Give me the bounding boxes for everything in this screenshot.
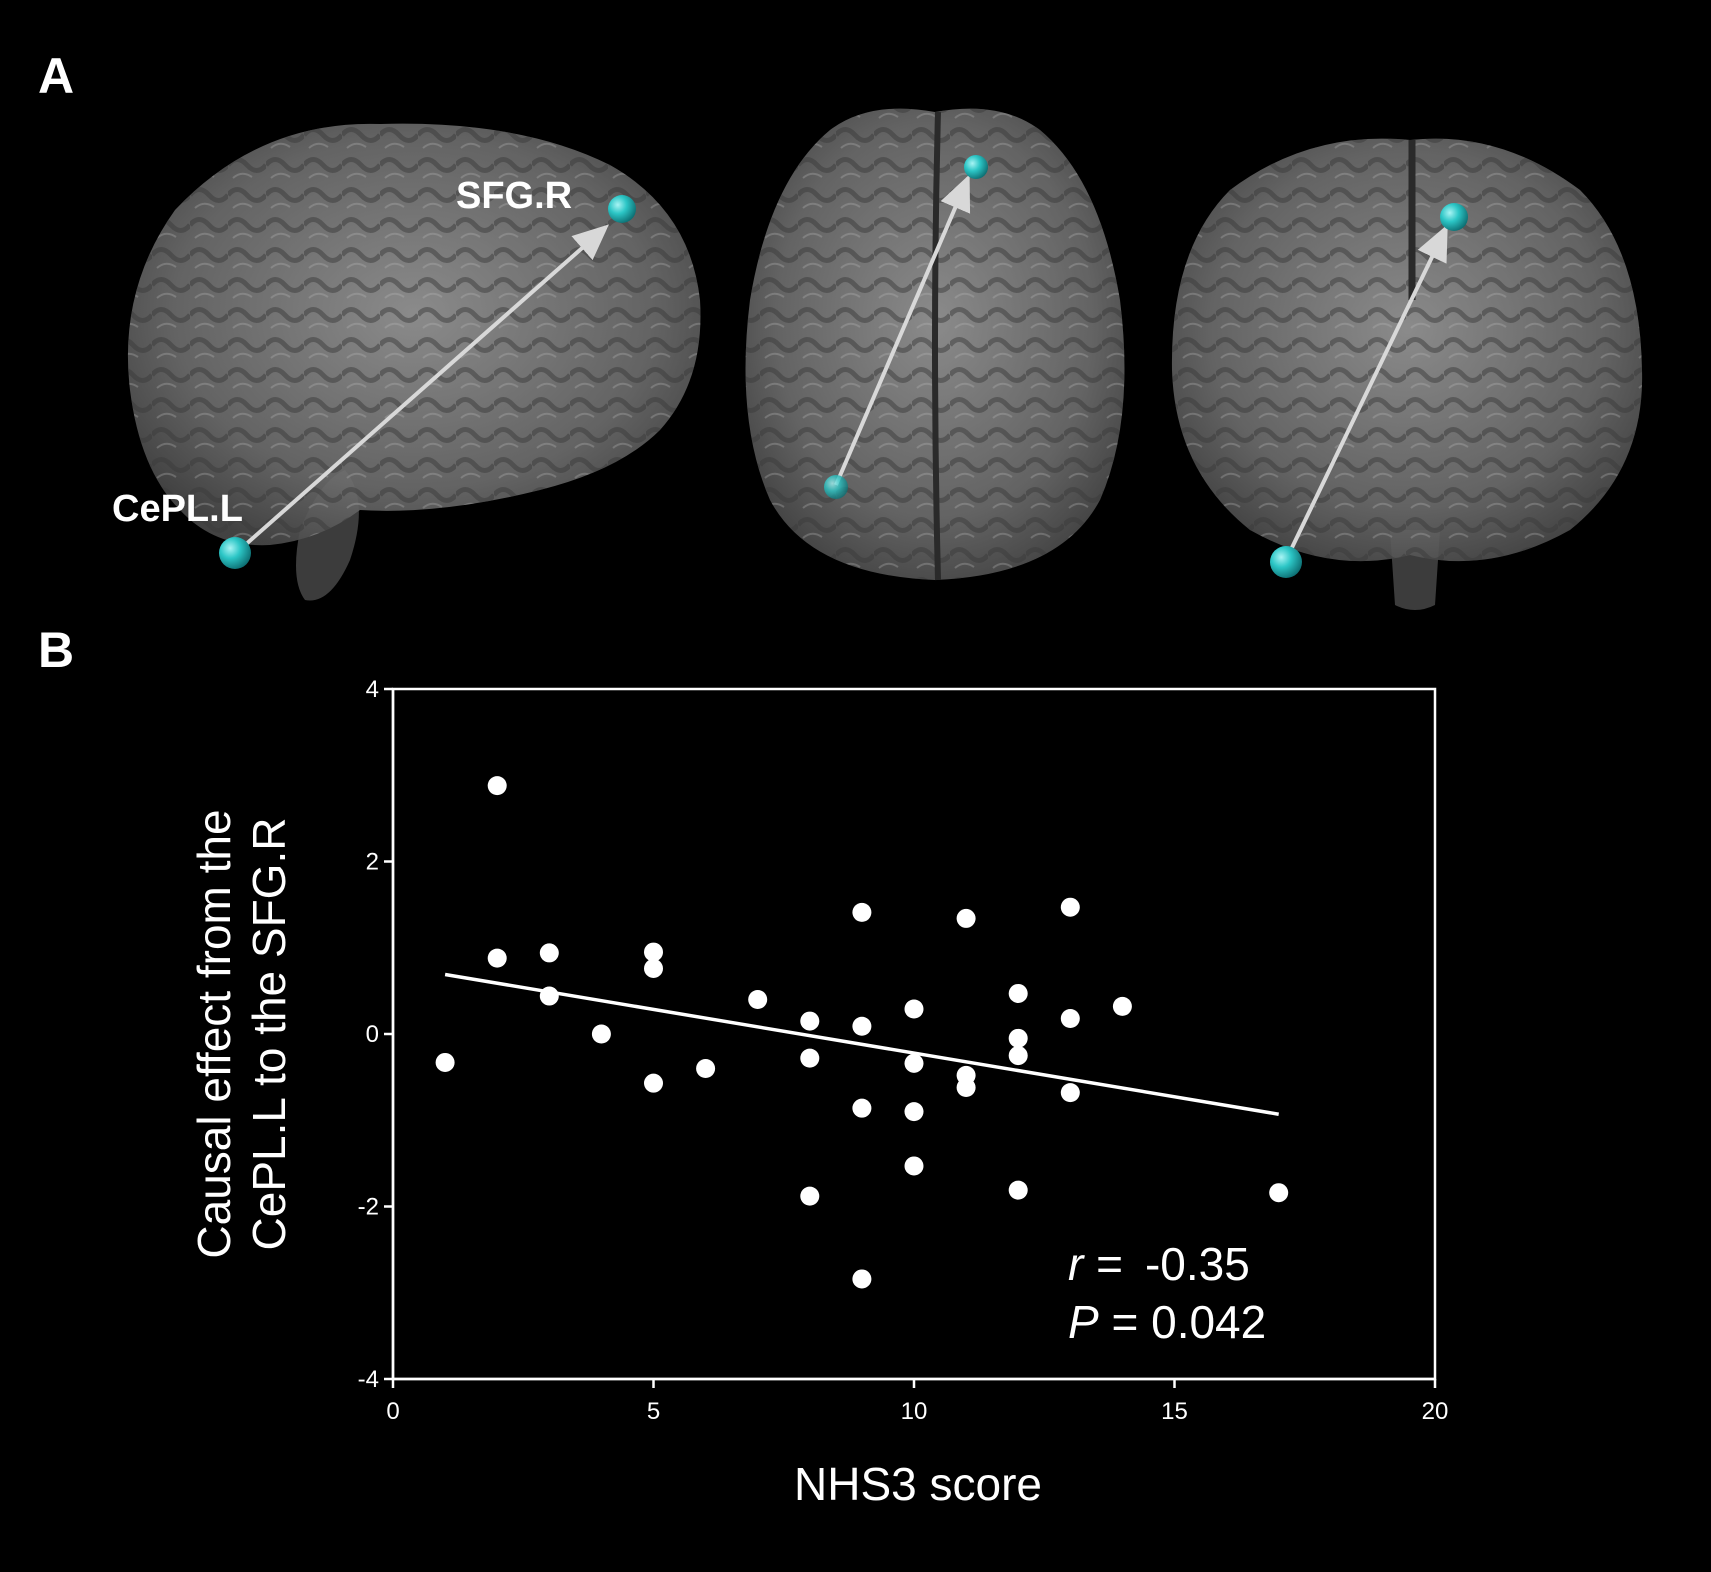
data-point [800,1186,820,1206]
y-axis-title-line2: CePL.L to the SFG.R [243,818,295,1251]
x-axis-title: NHS3 score [794,1458,1042,1510]
data-point [1060,1008,1080,1028]
data-point [904,1053,924,1073]
data-point [800,1048,820,1068]
data-points [435,776,1289,1289]
data-point [852,902,872,922]
data-point [1008,1180,1028,1200]
brain-view-sagittal: SFG.R CePL.L [112,123,701,601]
x-tick-label: 5 [647,1398,660,1425]
brain-view-coronal [1171,138,1643,610]
data-point [487,948,507,968]
data-point [644,1073,663,1093]
label-cepl-l: CePL.L [112,488,243,530]
y-tick-label: -4 [358,1366,379,1393]
y-tick-label: 2 [366,849,379,876]
scatter-chart: 420-2-4 0 5 10 15 20 Causal effect from the … [188,676,1448,1510]
node-sfg-r-sagittal [608,195,636,223]
x-tick-label: 0 [386,1398,399,1425]
data-point [644,942,663,962]
r-value: = -0.35 [1083,1238,1249,1290]
data-point [800,1011,820,1031]
node-cepl-l-sagittal [219,537,251,569]
longitudinal-fissure-axial [932,111,941,581]
plot-frame [391,687,1437,1381]
node-sfg-r-coronal [1440,203,1468,231]
data-point [1008,983,1028,1003]
node-cepl-l-coronal [1270,546,1302,578]
data-point [1269,1183,1289,1203]
data-point [539,943,559,963]
data-point [852,1098,872,1118]
panel-label-b: B [38,622,74,678]
r-symbol: r [1068,1238,1085,1290]
data-point [1112,996,1132,1016]
data-point [904,1102,924,1122]
data-point [1060,897,1080,917]
y-tick-label: 4 [366,676,379,703]
y-tick-label: -2 [358,1194,379,1221]
node-cepl-l-axial [824,475,848,499]
label-sfg-r: SFG.R [456,175,572,217]
x-tick-label: 10 [901,1398,928,1425]
p-value: = 0.042 [1099,1296,1267,1348]
regression-line [444,972,1279,1116]
data-point [644,958,663,978]
data-point [852,1269,872,1289]
x-tick-label: 15 [1161,1398,1188,1425]
connection-arrow-sagittal [234,224,610,555]
y-axis: 4 2 0 -2 -4 [358,676,395,1393]
data-point [435,1052,455,1072]
data-point [696,1059,716,1078]
data-point [956,908,976,928]
data-point [748,990,768,1009]
x-axis: 0 5 10 15 20 [386,1377,1449,1425]
data-point [904,999,924,1019]
p-value-annotation: P = 0.042 [1068,1296,1266,1348]
data-point [487,776,507,796]
data-point [1008,1028,1028,1048]
p-symbol: P [1068,1296,1099,1348]
data-point [904,1156,924,1176]
panel-label-a: A [38,48,74,104]
y-axis-title-line1: Causal effect from the [188,809,240,1258]
correlation-annotation: r = -0.35 [1068,1238,1250,1290]
y-tick-label: 0 [366,1021,379,1048]
data-point [1060,1083,1080,1103]
data-point [852,1016,872,1036]
connection-arrow-axial [834,174,971,486]
data-point [1008,1046,1028,1066]
brain-view-axial [745,108,1125,581]
data-point [591,1024,611,1044]
x-tick-label: 20 [1422,1398,1449,1425]
connection-arrow-coronal [1284,224,1448,561]
node-sfg-r-axial [964,155,988,179]
data-point [956,1077,976,1097]
